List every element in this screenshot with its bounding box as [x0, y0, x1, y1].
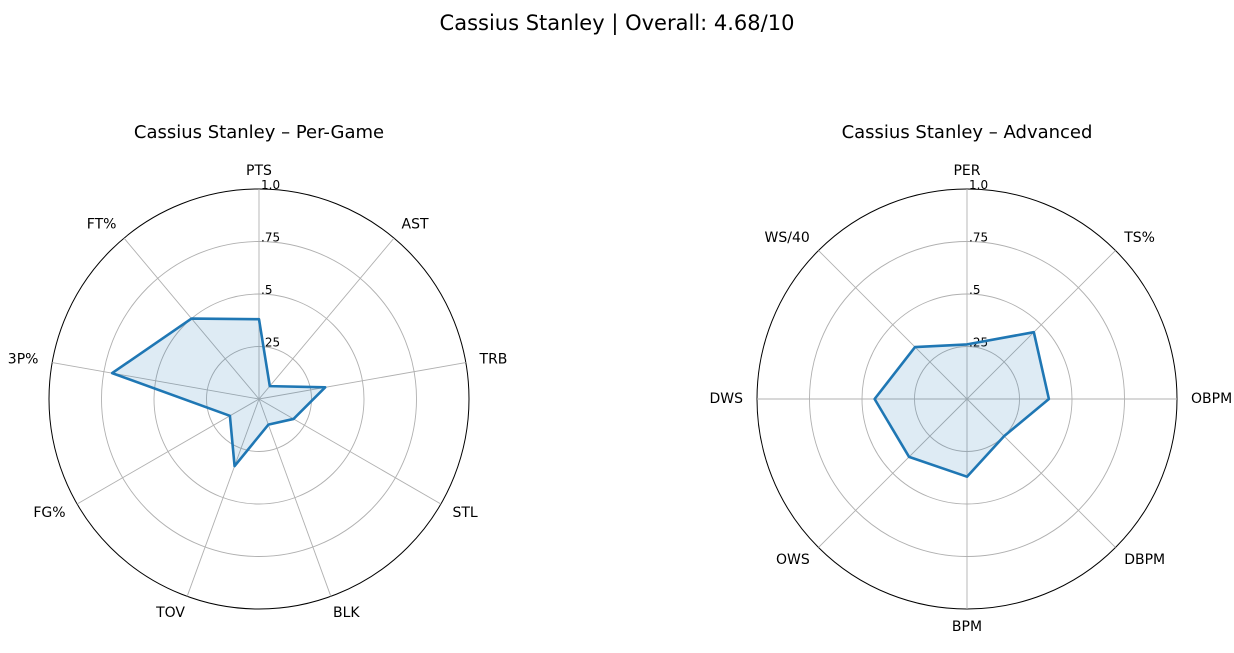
- radar-advanced-title: Cassius Stanley – Advanced: [842, 122, 1093, 143]
- radar-per-game-title: Cassius Stanley – Per-Game: [134, 122, 384, 143]
- series-area: [112, 318, 326, 467]
- grid-spoke: [258, 398, 332, 597]
- category-label: FG%: [33, 505, 65, 521]
- category-label: TRB: [479, 351, 508, 367]
- category-label: OBPM: [1191, 391, 1232, 407]
- r-tick-label: .5: [969, 283, 980, 297]
- r-tick-label: .5: [261, 283, 272, 297]
- grid-spoke: [818, 250, 968, 400]
- r-tick-label: 1.0: [261, 178, 280, 192]
- grid-spoke: [258, 237, 395, 400]
- category-label: OWS: [776, 552, 810, 568]
- category-label: PER: [953, 163, 980, 179]
- figure-title: Cassius Stanley | Overall: 4.68/10: [440, 11, 795, 36]
- grid-spoke: [258, 362, 466, 400]
- grid-spoke: [52, 362, 260, 400]
- r-tick-label: 1.0: [969, 178, 988, 192]
- r-tick-label: .75: [969, 231, 988, 245]
- r-tick-label: .75: [261, 231, 280, 245]
- grid-spoke: [966, 398, 1116, 548]
- series-line: [873, 330, 1051, 479]
- category-label: DWS: [709, 391, 743, 407]
- grid-spoke: [966, 250, 1116, 400]
- category-label: PTS: [246, 163, 272, 179]
- category-label: AST: [402, 216, 429, 232]
- category-label: 3P%: [8, 351, 39, 367]
- grid-spoke: [258, 398, 442, 505]
- radar-per-game: Cassius Stanley – Per-Game .25 .5 .75 1.0PT…: [8, 122, 508, 621]
- category-label: BPM: [952, 619, 982, 635]
- category-label: FT%: [87, 216, 117, 232]
- category-label: DBPM: [1124, 552, 1165, 568]
- category-label: TS%: [1123, 230, 1155, 246]
- grid-spoke: [818, 398, 968, 548]
- series-area: [874, 332, 1049, 477]
- r-tick-label: .25: [261, 336, 280, 350]
- category-label: STL: [452, 505, 477, 521]
- grid-spoke: [186, 398, 260, 597]
- category-label: TOV: [155, 605, 185, 621]
- series-line: [110, 317, 327, 468]
- category-label: BLK: [333, 605, 360, 621]
- radar-advanced: Cassius Stanley – Advanced .25.5.751.0PE…: [709, 122, 1232, 635]
- category-label: WS/40: [765, 230, 810, 246]
